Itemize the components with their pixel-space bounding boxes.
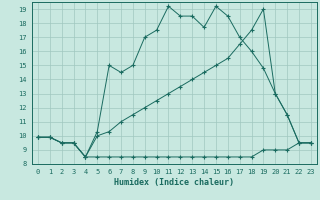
X-axis label: Humidex (Indice chaleur): Humidex (Indice chaleur) bbox=[115, 178, 234, 187]
